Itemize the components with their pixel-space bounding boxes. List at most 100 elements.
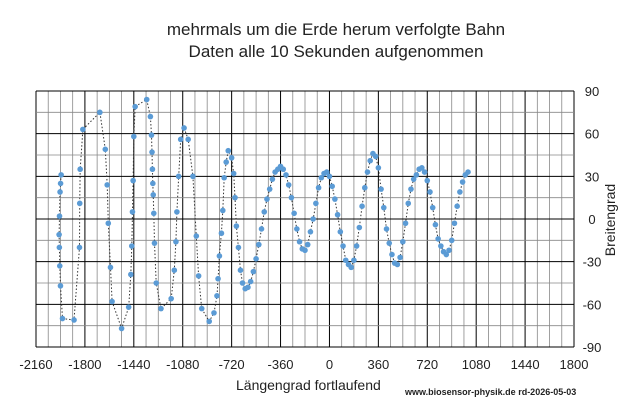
data-point xyxy=(102,146,109,153)
data-point xyxy=(367,157,374,164)
x-tick-label: -2160 xyxy=(19,357,52,372)
data-point xyxy=(454,203,460,209)
data-point xyxy=(190,173,196,180)
data-point xyxy=(261,209,268,215)
data-point xyxy=(313,200,319,207)
data-point xyxy=(356,224,363,231)
data-point xyxy=(389,251,395,258)
x-tick-labels: -2160 -1800 -1440 -1080 -720 -360 0 360 720 1080 1… xyxy=(19,357,588,372)
data-point xyxy=(247,278,254,285)
data-point xyxy=(405,200,412,207)
data-point xyxy=(380,204,387,211)
x-tick-label: -720 xyxy=(219,357,245,372)
data-point xyxy=(307,229,314,235)
data-point xyxy=(457,189,463,195)
data-point xyxy=(296,238,303,245)
data-point xyxy=(58,172,64,178)
data-point xyxy=(77,166,83,173)
y-tick-label: 90 xyxy=(585,84,599,99)
data-point xyxy=(378,186,384,192)
data-point xyxy=(216,253,223,259)
data-point xyxy=(225,147,232,154)
data-point xyxy=(57,283,64,289)
data-point xyxy=(150,210,157,217)
data-point xyxy=(185,136,191,143)
x-tick-label: -360 xyxy=(268,357,294,372)
data-point xyxy=(107,264,114,271)
data-point xyxy=(223,159,230,165)
data-point xyxy=(195,273,202,279)
data-point xyxy=(168,295,174,302)
data-point xyxy=(230,170,237,177)
data-point xyxy=(237,267,244,274)
data-point xyxy=(332,196,338,202)
data-point xyxy=(211,310,217,316)
data-point xyxy=(340,243,346,249)
data-point xyxy=(408,186,414,192)
data-point xyxy=(364,169,371,175)
chart-subtitle: Daten alle 10 Sekunden aufgenommen xyxy=(188,42,484,61)
data-point xyxy=(258,226,265,232)
x-tick-label: -1440 xyxy=(117,357,150,372)
data-point xyxy=(148,132,155,138)
data-point xyxy=(153,280,160,286)
y-tick-label: -90 xyxy=(583,340,602,355)
data-point xyxy=(174,209,180,215)
data-point xyxy=(151,240,158,246)
x-tick-label: 1080 xyxy=(462,357,491,372)
data-point xyxy=(175,173,182,180)
data-point xyxy=(132,103,138,110)
y-tick-label: -60 xyxy=(583,297,602,312)
data-point xyxy=(283,172,289,178)
data-point xyxy=(232,194,238,201)
x-tick-label: -1800 xyxy=(68,357,101,372)
data-point xyxy=(400,238,406,245)
x-tick-label: 1440 xyxy=(511,357,540,372)
data-point xyxy=(131,133,137,140)
data-point xyxy=(193,233,200,239)
data-point xyxy=(280,166,287,173)
data-point xyxy=(359,203,365,209)
data-point xyxy=(372,153,379,160)
data-point xyxy=(198,305,205,312)
chart-title: mehrmals um die Erde herum verfolgte Bah… xyxy=(166,20,506,39)
data-point xyxy=(181,125,187,131)
data-point xyxy=(171,267,178,274)
data-point xyxy=(446,247,452,254)
data-point xyxy=(427,189,433,195)
data-point xyxy=(294,226,300,232)
data-point xyxy=(129,209,136,215)
data-point xyxy=(269,176,276,182)
data-point xyxy=(128,243,135,249)
data-point xyxy=(266,186,273,192)
data-point xyxy=(143,96,150,103)
data-point xyxy=(253,256,259,262)
data-point xyxy=(218,230,225,237)
data-point xyxy=(80,126,86,133)
data-point xyxy=(256,241,262,248)
data-points xyxy=(56,96,471,332)
data-point xyxy=(245,284,251,291)
data-point xyxy=(353,243,360,249)
data-point xyxy=(147,113,154,120)
data-point xyxy=(448,237,455,244)
y-tick-label: 30 xyxy=(585,169,599,184)
x-tick-label: 360 xyxy=(368,357,390,372)
data-point xyxy=(310,216,316,222)
data-point xyxy=(228,155,235,161)
data-point xyxy=(288,194,295,201)
data-point xyxy=(429,204,436,211)
data-point xyxy=(291,210,297,217)
y-tick-labels: 90 60 30 0 -30 -60 -90 xyxy=(583,84,602,355)
data-point xyxy=(329,183,335,190)
data-point xyxy=(125,304,132,310)
data-point xyxy=(432,221,439,228)
data-point xyxy=(285,182,292,188)
data-point xyxy=(149,166,156,173)
credit-text: www.biosensor-physik.de rd-2026-05-03 xyxy=(405,387,577,397)
data-point xyxy=(421,169,428,175)
data-point xyxy=(264,196,270,202)
data-point xyxy=(383,226,390,232)
data-point xyxy=(118,325,125,332)
